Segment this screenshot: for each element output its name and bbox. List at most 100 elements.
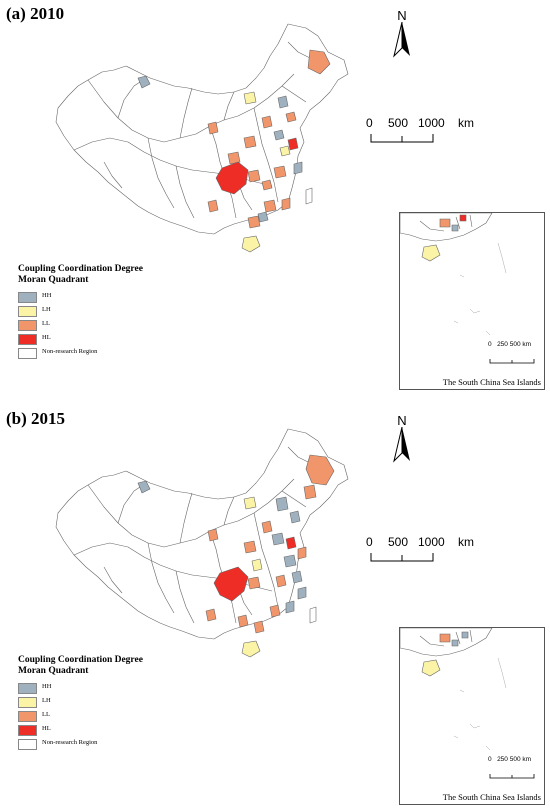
inset-scale-0: 0 xyxy=(488,756,492,763)
inset-scale-0: 0 xyxy=(488,341,492,348)
scale-label-500: 500 xyxy=(388,535,409,549)
legend-title: Coupling Coordination Degree xyxy=(18,655,143,665)
inset-scale-bar xyxy=(489,359,535,364)
inset-map xyxy=(400,628,535,779)
legend-subtitle: Moran Quadrant xyxy=(18,666,89,676)
north-arrow: N xyxy=(390,413,414,463)
scale-unit: km xyxy=(458,116,474,130)
region-lh-hainan xyxy=(241,235,261,253)
region-ll-3 xyxy=(243,540,257,554)
inset-region-hl xyxy=(459,214,467,222)
scale-label-0: 0 xyxy=(366,116,373,130)
region-hl-chongqing xyxy=(213,566,249,602)
region-ll-5 xyxy=(247,576,261,590)
region-ll-6 xyxy=(275,574,287,588)
legend-label-hh: HH xyxy=(42,292,52,299)
region-hl-1 xyxy=(287,137,299,151)
region-hh-1 xyxy=(275,496,289,512)
legend-swatch-hh xyxy=(18,292,37,303)
scale-bar: 0 500 1000 km xyxy=(362,116,482,156)
region-hh-5 xyxy=(291,570,303,584)
scale-bar-line xyxy=(370,553,434,562)
scale-bar: 0 500 1000 km xyxy=(362,535,482,575)
north-arrow-icon xyxy=(393,22,410,58)
legend-item-hl: HL xyxy=(18,333,188,346)
legend-label-lh: LH xyxy=(42,306,51,313)
legend-swatch-lh xyxy=(18,306,37,317)
legend-item-non-research: Non-research Region xyxy=(18,347,188,360)
region-ll-4 xyxy=(297,546,307,560)
inset-scale-250: 250 xyxy=(497,756,508,763)
scale-unit: km xyxy=(458,535,474,549)
inset-region-hh xyxy=(451,224,459,232)
inset-scale-unit: km xyxy=(522,341,532,348)
region-ll-1 xyxy=(261,520,273,534)
region-ll-7 xyxy=(261,179,273,191)
north-arrow-icon xyxy=(393,427,410,463)
map-panel-2010: (a) 2010 N 0 500 1000 km xyxy=(6,4,545,390)
region-ll-9 xyxy=(207,199,219,213)
region-hh-7 xyxy=(285,600,295,614)
legend-item-ll: LL xyxy=(18,710,188,723)
region-ll-5 xyxy=(227,151,241,165)
scale-label-0: 0 xyxy=(366,535,373,549)
map-base-outline xyxy=(55,428,349,640)
legend-swatch-lh xyxy=(18,697,37,708)
scale-label-1000: 1000 xyxy=(418,116,445,130)
region-hh-urumqi xyxy=(137,480,151,494)
region-hh-urumqi xyxy=(137,75,151,89)
region-ll-12 xyxy=(247,215,261,229)
region-lh-hainan xyxy=(241,640,261,658)
legend-item-non-research: Non-research Region xyxy=(18,738,188,751)
region-ll-harbin xyxy=(307,49,331,75)
region-ll-8 xyxy=(273,165,287,179)
north-arrow: N xyxy=(390,8,414,58)
legend-item-lh: LH xyxy=(18,696,188,709)
legend-item-hh: HH xyxy=(18,682,188,695)
inset-region-ll xyxy=(439,633,451,643)
scale-label-500: 500 xyxy=(388,116,409,130)
inset-region-ll xyxy=(439,218,451,228)
legend-label-hl: HL xyxy=(42,725,51,732)
legend-label-ll: LL xyxy=(42,320,50,327)
legend-label-hh: HH xyxy=(42,683,52,690)
region-taiwan xyxy=(305,187,313,205)
inset-map xyxy=(400,213,535,364)
region-lh-1 xyxy=(279,145,291,157)
region-ll-10 xyxy=(253,620,265,634)
region-ll-north xyxy=(303,484,317,500)
region-hh-4 xyxy=(257,211,269,223)
inset-scale-250: 250 xyxy=(497,341,508,348)
legend-label-non-research: Non-research Region xyxy=(42,348,98,355)
inset-region-hh-2 xyxy=(461,631,469,639)
legend-label-non-research: Non-research Region xyxy=(42,739,98,746)
scale-bar-line xyxy=(370,134,434,143)
panel-title: (b) 2015 xyxy=(6,409,66,428)
region-ll-harbin xyxy=(305,454,335,486)
region-ll-2 xyxy=(261,115,273,129)
region-ll-10 xyxy=(263,199,277,213)
region-ll-3 xyxy=(207,121,219,135)
inset-scale-labels: 0 250 500 km xyxy=(488,756,531,763)
legend-swatch-non-research xyxy=(18,348,37,359)
china-map-2015 xyxy=(55,428,349,658)
map-panel-2015: (b) 2015 N 0 500 1000 km xyxy=(0,405,550,810)
north-arrow-label: N xyxy=(397,8,407,23)
north-arrow-label: N xyxy=(397,413,407,428)
region-ll-6 xyxy=(247,169,261,183)
legend-item-ll: LL xyxy=(18,319,188,332)
legend-subtitle: Moran Quadrant xyxy=(18,275,89,285)
legend-item-lh: LH xyxy=(18,305,188,318)
region-hh-4 xyxy=(283,554,297,568)
inset-scale-500: 500 xyxy=(509,756,521,763)
region-ll-7 xyxy=(205,608,217,622)
legend-label-ll: LL xyxy=(42,711,50,718)
scale-label-1000: 1000 xyxy=(418,535,445,549)
region-hh-2 xyxy=(273,129,285,141)
inset-region-hainan xyxy=(421,659,441,677)
region-ll-1 xyxy=(285,111,297,123)
region-hl-1 xyxy=(285,536,297,550)
inset-scale-labels: 0 250 500 km xyxy=(488,341,531,348)
legend-swatch-ll xyxy=(18,711,37,722)
region-ll-8 xyxy=(237,614,249,628)
